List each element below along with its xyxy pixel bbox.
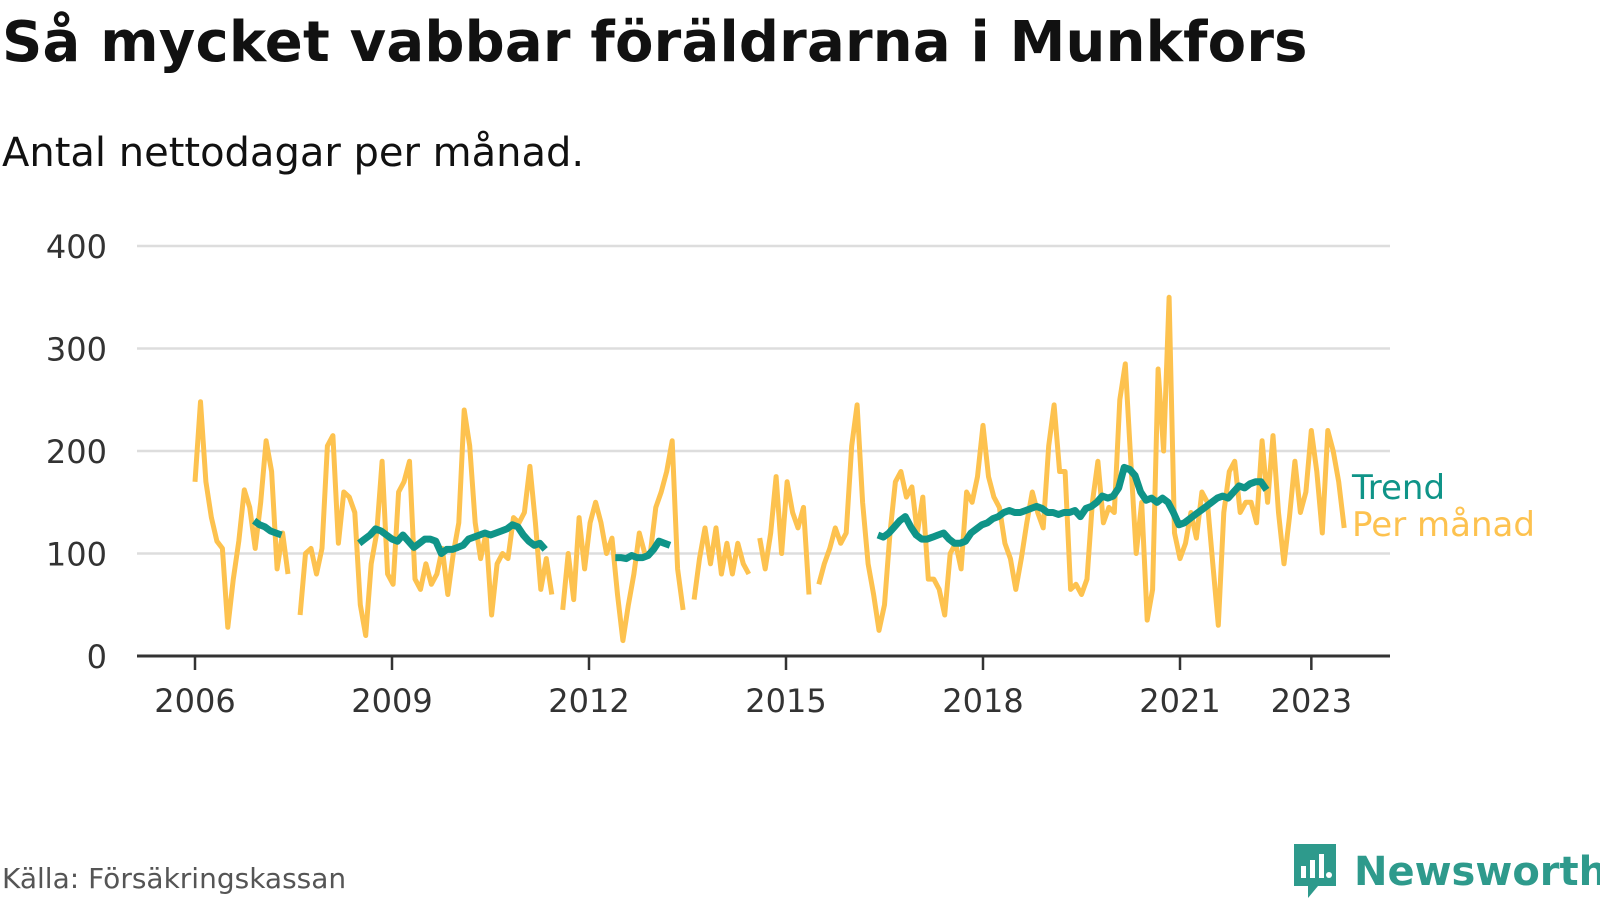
series-line-segment [252,517,283,539]
series-line-segment [560,438,686,644]
x-tick-label: 2023 [1271,682,1352,720]
legend-label-monthly: Per månad [1352,505,1535,545]
series-line-segment [297,407,555,638]
brand-logo: Newsworthy [1290,842,1600,902]
brand-name: Newsworthy [1354,849,1600,895]
series-line-segment [816,294,1347,633]
series-line-segment [876,463,1270,547]
newsworthy-logo-icon [1294,844,1336,898]
x-tick-label: 2018 [942,682,1023,720]
chart-subtitle: Antal nettodagar per månad. [2,130,585,176]
x-tick-label: 2012 [548,682,629,720]
x-tick-label: 2009 [351,682,432,720]
y-tick-label: 0 [87,638,107,676]
series-line-segment [615,537,672,563]
chart-title: Så mycket vabbar föräldrarna i Munkfors [2,10,1308,75]
series-line-segment [757,474,812,595]
legend-label-trend: Trend [1351,468,1445,508]
x-axis-ticks: 2006 2009 2012 2015 2018 2021 2023 [154,656,1352,720]
y-tick-label: 200 [46,433,107,471]
y-tick-label: 400 [46,228,107,266]
series-line-segment [691,525,752,600]
series-trend [252,463,1270,563]
series-monthly [192,294,1347,644]
x-tick-label: 2021 [1139,682,1220,720]
y-tick-label: 300 [46,331,107,369]
x-tick-label: 2015 [745,682,826,720]
series-line-segment [192,399,291,630]
series-line-segment [357,521,548,557]
source-note: Källa: Försäkringskassan [2,862,347,895]
y-tick-label: 100 [46,536,107,574]
y-axis-ticks: 0 100 200 300 400 [46,228,107,676]
x-tick-label: 2006 [154,682,235,720]
series-lines [192,294,1347,644]
